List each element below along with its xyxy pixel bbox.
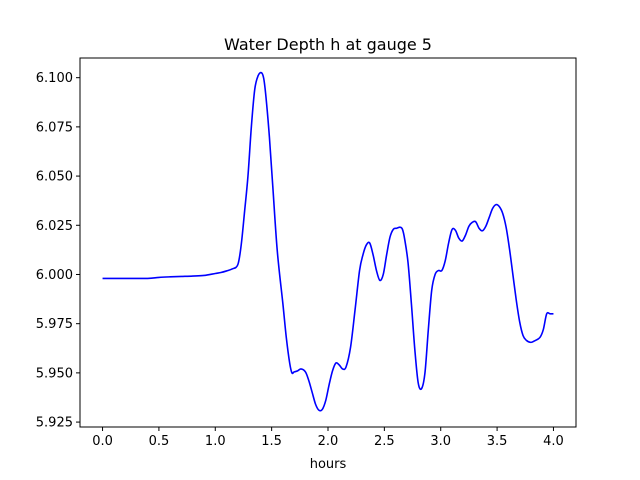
x-tick-label: 1.0 [205,434,226,449]
x-tick-label: 2.0 [318,434,339,449]
y-tick-label: 6.025 [36,219,73,234]
x-tick-label: 4.0 [543,434,564,449]
x-axis-label: hours [310,457,347,472]
y-tick-label: 6.050 [36,170,73,185]
x-tick-label: 3.0 [430,434,451,449]
y-tick-label: 6.000 [36,268,73,283]
chart-title: Water Depth h at gauge 5 [224,35,432,54]
y-tick-label: 6.075 [36,120,73,135]
y-tick-label: 5.950 [36,366,73,381]
x-tick-label: 1.5 [261,434,282,449]
x-tick-label: 0.0 [92,434,113,449]
axes-frame [79,57,577,428]
y-tick-label: 6.100 [36,71,73,86]
y-tick-label: 5.925 [36,416,73,431]
x-axis-ticks: 0.0 0.5 1.0 1.5 2.0 2.5 3.0 3.5 4.0 [92,427,564,449]
y-axis-ticks: 5.925 5.950 5.975 6.000 6.025 6.050 6.075 6.100 [36,71,80,431]
x-tick-label: 0.5 [149,434,170,449]
series-line [102,71,554,412]
x-tick-label: 2.5 [374,434,395,449]
y-tick-label: 5.975 [36,317,73,332]
x-tick-label: 3.5 [487,434,508,449]
plot-area [102,71,554,412]
